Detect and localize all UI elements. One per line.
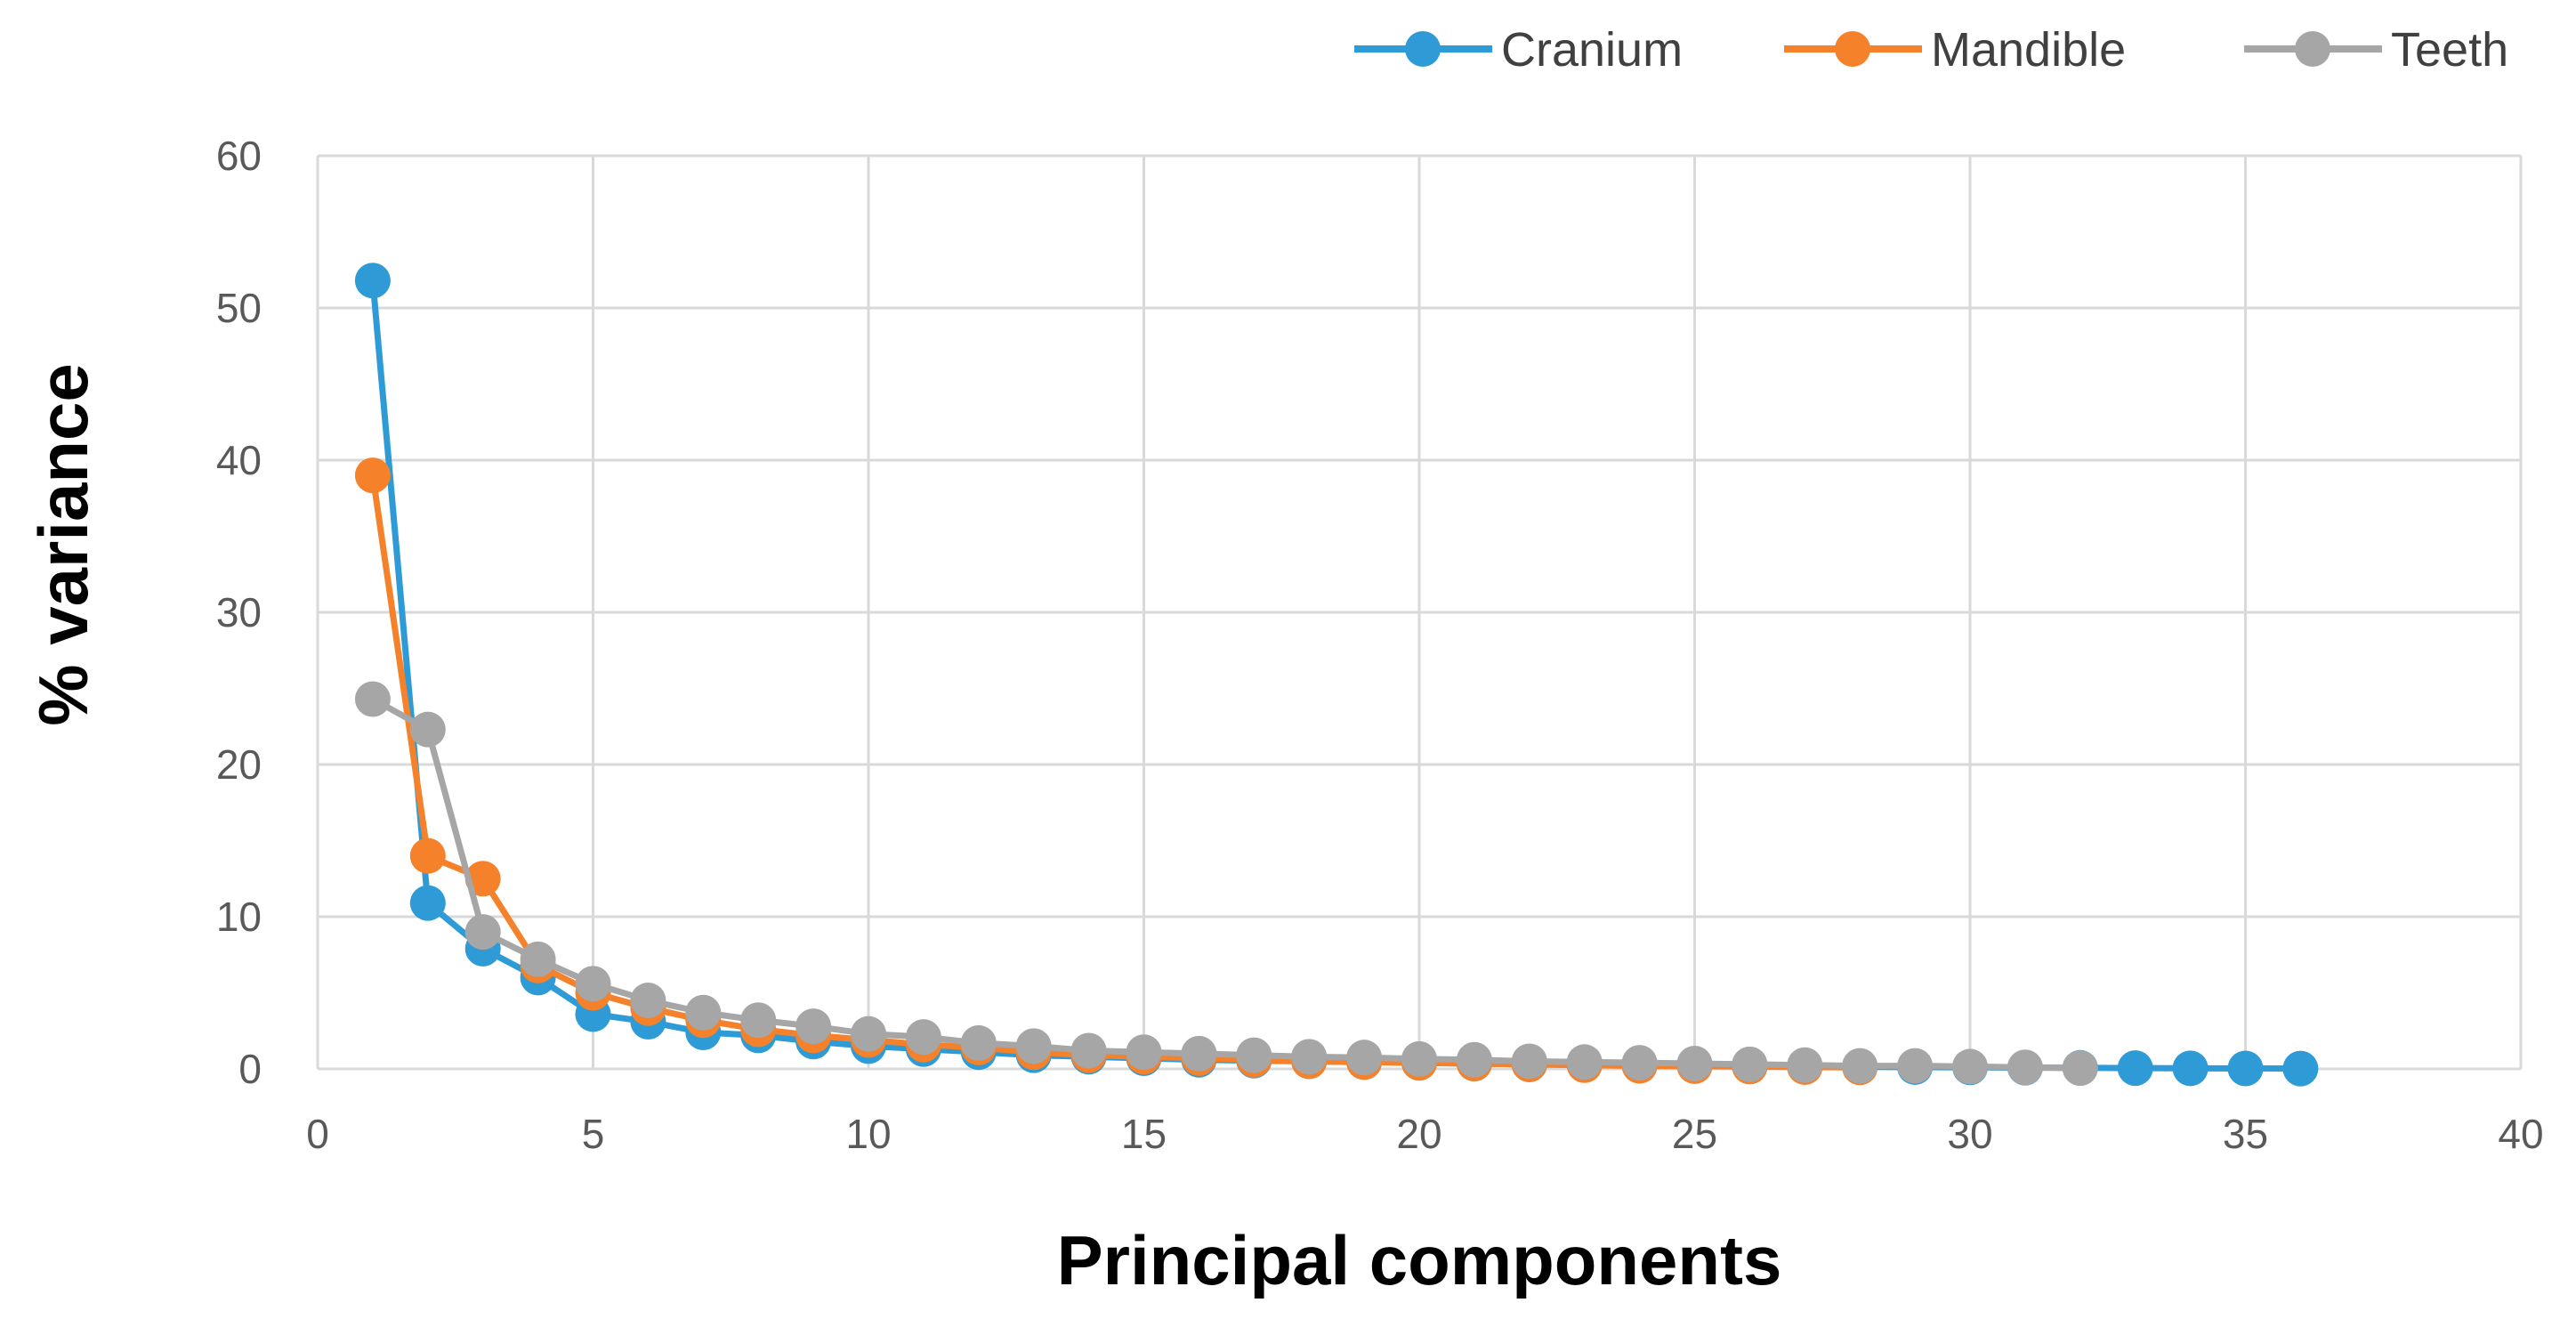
legend-label-teeth: Teeth (2391, 23, 2508, 77)
teeth-point (409, 711, 446, 748)
legend-label-cranium: Cranium (1501, 23, 1683, 77)
teeth-point (464, 914, 501, 951)
legend-marker-cranium (1405, 31, 1441, 67)
teeth-point (1236, 1037, 1272, 1073)
cranium-point (354, 263, 391, 299)
x-tick-label: 30 (1947, 1111, 1992, 1157)
x-tick-label: 0 (306, 1111, 329, 1157)
teeth-point (685, 994, 722, 1031)
y-tick-label: 60 (216, 133, 262, 179)
teeth-point (1566, 1044, 1603, 1080)
cranium-point (2117, 1050, 2153, 1087)
teeth-point (2062, 1050, 2098, 1087)
teeth-point (960, 1024, 997, 1061)
cranium-point (409, 885, 446, 921)
legend-marker-teeth (2295, 31, 2330, 67)
mandible-point (409, 837, 446, 874)
x-tick-label: 25 (1672, 1111, 1717, 1157)
y-tick-label: 50 (216, 285, 262, 331)
legend-label-mandible: Mandible (1931, 23, 2126, 77)
gridlines (316, 154, 2523, 1071)
x-axis-title: Principal components (1057, 1221, 1782, 1299)
teeth-point (575, 966, 611, 1002)
cranium-line (369, 279, 2301, 1072)
teeth-line (371, 696, 2080, 1072)
teeth-point (740, 1002, 777, 1039)
series-teeth (354, 681, 2098, 1087)
y-tick-label: 30 (216, 589, 262, 635)
teeth-point (905, 1019, 941, 1056)
legend-marker-mandible (1835, 31, 1870, 67)
y-tick-label: 10 (216, 894, 262, 940)
teeth-point (1842, 1048, 1878, 1084)
teeth-point (1621, 1045, 1658, 1081)
teeth-point (1126, 1034, 1162, 1071)
teeth-point (1070, 1032, 1107, 1069)
legend: Cranium Mandible Teeth (1354, 23, 2508, 77)
x-tick-label: 5 (582, 1111, 605, 1157)
series-cranium (354, 263, 2319, 1087)
teeth-point (1346, 1040, 1383, 1076)
x-tick-label: 15 (1121, 1111, 1167, 1157)
teeth-point (1787, 1047, 1823, 1083)
legend-item-mandible: Mandible (1784, 23, 2126, 77)
x-axis-ticks: 0 5 10 15 20 25 30 35 40 (306, 1111, 2543, 1157)
y-axis-title: % variance (24, 363, 102, 726)
legend-item-teeth: Teeth (2244, 23, 2508, 77)
x-tick-label: 10 (845, 1111, 891, 1157)
mandible-point (354, 457, 391, 494)
teeth-point (520, 941, 556, 977)
y-tick-label: 20 (216, 741, 262, 788)
teeth-point (1291, 1039, 1328, 1075)
x-tick-label: 20 (1396, 1111, 1441, 1157)
series-group (354, 263, 2319, 1087)
teeth-point (1732, 1046, 1768, 1082)
teeth-point (2007, 1049, 2043, 1086)
cranium-point (2172, 1050, 2209, 1087)
cranium-point (2282, 1050, 2319, 1087)
y-tick-label: 0 (238, 1046, 262, 1092)
teeth-point (1015, 1028, 1052, 1064)
teeth-point (1181, 1035, 1217, 1072)
x-tick-label: 40 (2498, 1111, 2543, 1157)
teeth-point (1511, 1043, 1547, 1080)
y-tick-label: 40 (216, 437, 262, 483)
y-axis-ticks: 0 10 20 30 40 50 60 (216, 133, 262, 1092)
teeth-point (630, 983, 666, 1019)
teeth-point (1952, 1048, 1988, 1085)
x-tick-label: 35 (2223, 1111, 2268, 1157)
teeth-point (795, 1008, 832, 1045)
legend-item-cranium: Cranium (1354, 23, 1683, 77)
cranium-point (2227, 1050, 2264, 1087)
teeth-point (1401, 1040, 1437, 1077)
teeth-point (1456, 1041, 1492, 1078)
teeth-point (851, 1015, 886, 1052)
teeth-point (354, 681, 391, 717)
teeth-point (1897, 1048, 1934, 1084)
teeth-point (1676, 1046, 1713, 1082)
